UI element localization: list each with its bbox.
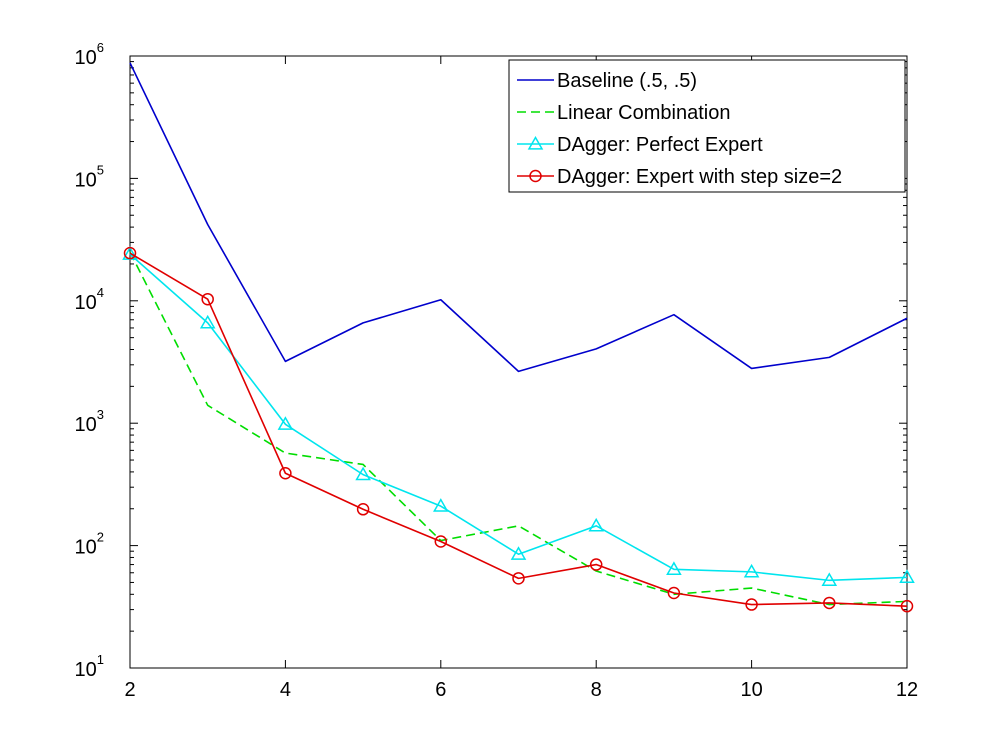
y-tick-exponent: 6 [97,40,104,55]
legend-entry-3: DAgger: Expert with step size=2 [517,166,842,188]
legend-box [508,59,906,193]
data-point [823,596,836,610]
data-point [900,599,914,613]
data-point [123,246,137,260]
series-group [122,62,915,613]
y-tick-label: 104 [75,285,104,314]
data-point [666,561,682,575]
data-point [277,416,294,430]
y-tick-base: 10 [75,414,97,436]
y-tick-exponent: 2 [97,530,104,545]
data-point [434,535,448,548]
y-tick-exponent: 3 [97,407,104,422]
legend-entry-1: Linear Combination [517,102,730,124]
x-tick-label: 6 [435,679,446,701]
y-tick-base: 10 [75,169,97,191]
data-point [512,572,525,585]
legend: Baseline (.5, .5) Linear Combination DAgge… [508,59,906,193]
data-point [589,558,603,571]
y-tick-label: 101 [75,652,104,681]
x-tick-label: 4 [280,679,291,701]
x-tick-label: 12 [896,679,918,701]
data-point [667,586,681,600]
y-tick-base: 10 [75,292,97,314]
data-point [433,498,449,512]
y-tick-label: 106 [75,40,104,69]
data-point [279,467,292,480]
x-tick-label: 8 [591,679,602,701]
y-tick-exponent: 5 [97,162,104,177]
y-tick-base: 10 [75,537,97,559]
series-0 [129,62,908,373]
series-1 [129,251,908,606]
data-point [588,517,604,532]
legend-entry-0: Baseline (.5, .5) [517,70,697,92]
legend-marker [529,169,542,183]
y-tick-label: 103 [75,407,104,436]
y-tick-label: 102 [75,530,104,559]
x-tick-label: 10 [740,679,762,701]
series-3 [123,246,914,613]
legend-label: Baseline (.5, .5) [557,70,697,92]
y-tick-label: 105 [75,162,104,191]
y-tick-exponent: 4 [97,285,104,300]
data-point [745,598,758,611]
y-tick-base: 10 [75,659,97,681]
data-point [743,563,760,578]
data-point [201,292,214,306]
legend-marker [527,135,544,150]
series-line [129,252,908,607]
data-point [510,546,527,560]
series-2 [122,246,915,586]
data-point [821,572,838,586]
legend-entry-2: DAgger: Perfect Expert [517,134,763,156]
y-tick-exponent: 1 [97,652,104,667]
legend-label: Linear Combination [557,102,730,124]
y-tick-base: 10 [75,47,97,69]
x-tick-label: 2 [124,679,135,701]
legend-label: DAgger: Perfect Expert [557,134,763,156]
series-line [129,62,908,373]
series-line [129,251,908,606]
data-point [355,466,371,481]
legend-label: DAgger: Expert with step size=2 [557,166,842,188]
data-point [199,314,216,329]
data-point [899,569,915,584]
series-line [129,253,908,582]
data-point [356,503,370,516]
